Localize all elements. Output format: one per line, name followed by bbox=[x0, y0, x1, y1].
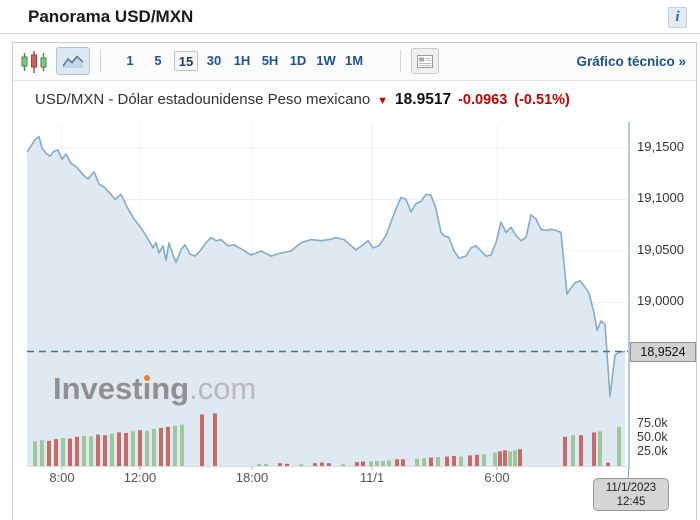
interval-selector: 1 5 15 30 1H 5H 1D 1W 1M bbox=[118, 51, 366, 71]
x-axis-tick-label: 12:00 bbox=[123, 470, 157, 485]
price-area-chart bbox=[27, 125, 628, 466]
price-change: -0.0963 bbox=[458, 92, 508, 108]
quote-row: USD/MXN - Dólar estadounidense Peso mexi… bbox=[35, 91, 570, 109]
info-icon[interactable]: i bbox=[668, 7, 687, 28]
y-axis-tick-label: 19,0000 bbox=[637, 293, 684, 309]
interval-1m[interactable]: 1M bbox=[344, 53, 364, 68]
candlestick-glyph bbox=[21, 51, 47, 73]
news-glyph bbox=[417, 54, 433, 68]
technical-chart-link[interactable]: Gráfico técnico » bbox=[576, 54, 686, 69]
area-chart-icon[interactable] bbox=[56, 47, 90, 75]
watermark-text: Invest bbox=[53, 371, 143, 406]
interval-1d[interactable]: 1D bbox=[289, 53, 307, 68]
cursor-date: 11/1/2023 bbox=[605, 482, 657, 494]
price-down-arrow-icon: ▼ bbox=[377, 95, 389, 107]
volume-bars-chart bbox=[27, 413, 628, 470]
instrument-name: USD/MXN - Dólar estadounidense Peso mexi… bbox=[35, 91, 371, 108]
price-change-percent: (-0.51%) bbox=[514, 92, 570, 108]
x-axis-tick-label: 6:00 bbox=[484, 470, 510, 485]
watermark-com: .com bbox=[189, 371, 257, 406]
toolbar-divider-2 bbox=[400, 50, 401, 72]
cursor-time: 12:45 bbox=[616, 496, 646, 508]
time-cursor-line bbox=[628, 468, 629, 479]
investing-watermark: Investı ng.com bbox=[53, 371, 256, 407]
watermark-orange-dot-icon bbox=[143, 375, 150, 381]
interval-30[interactable]: 30 bbox=[206, 53, 222, 68]
y-axis-tick-label: 19,1500 bbox=[637, 138, 684, 154]
x-axis-tick-label: 8:00 bbox=[49, 470, 75, 485]
interval-1w[interactable]: 1W bbox=[316, 53, 336, 68]
interval-15[interactable]: 15 bbox=[174, 51, 198, 71]
y-axis-tick-label: 19,0500 bbox=[637, 241, 684, 257]
header-divider bbox=[0, 33, 700, 34]
x-axis-tick-label: 18:00 bbox=[235, 470, 269, 485]
chart-toolbar bbox=[13, 43, 696, 81]
volume-axis-tick-label: 50.0k bbox=[637, 430, 668, 444]
news-icon[interactable] bbox=[411, 48, 439, 74]
volume-axis-tick-label: 75.0k bbox=[637, 416, 668, 430]
page-title: Panorama USD/MXN bbox=[28, 7, 194, 26]
x-axis-tick-label: 11/1 bbox=[359, 470, 385, 485]
interval-1h[interactable]: 1H bbox=[233, 53, 251, 68]
y-axis-tick-label: 19,1000 bbox=[637, 190, 684, 206]
watermark-text-2: ng bbox=[151, 371, 190, 406]
y-axis-line bbox=[628, 122, 630, 470]
time-cursor-badge: 11/1/2023 12:45 bbox=[593, 478, 669, 511]
area-glyph bbox=[62, 55, 84, 68]
volume-axis-tick-label: 25.0k bbox=[637, 444, 668, 458]
last-price: 18.9517 bbox=[395, 91, 452, 108]
toolbar-divider bbox=[100, 50, 101, 72]
current-price-badge: 18,9524 bbox=[630, 342, 696, 362]
watermark-i: ı bbox=[142, 371, 152, 406]
interval-5h[interactable]: 5H bbox=[261, 53, 279, 68]
candlestick-chart-icon[interactable] bbox=[20, 50, 48, 74]
interval-5[interactable]: 5 bbox=[154, 53, 162, 68]
interval-1[interactable]: 1 bbox=[126, 53, 134, 68]
